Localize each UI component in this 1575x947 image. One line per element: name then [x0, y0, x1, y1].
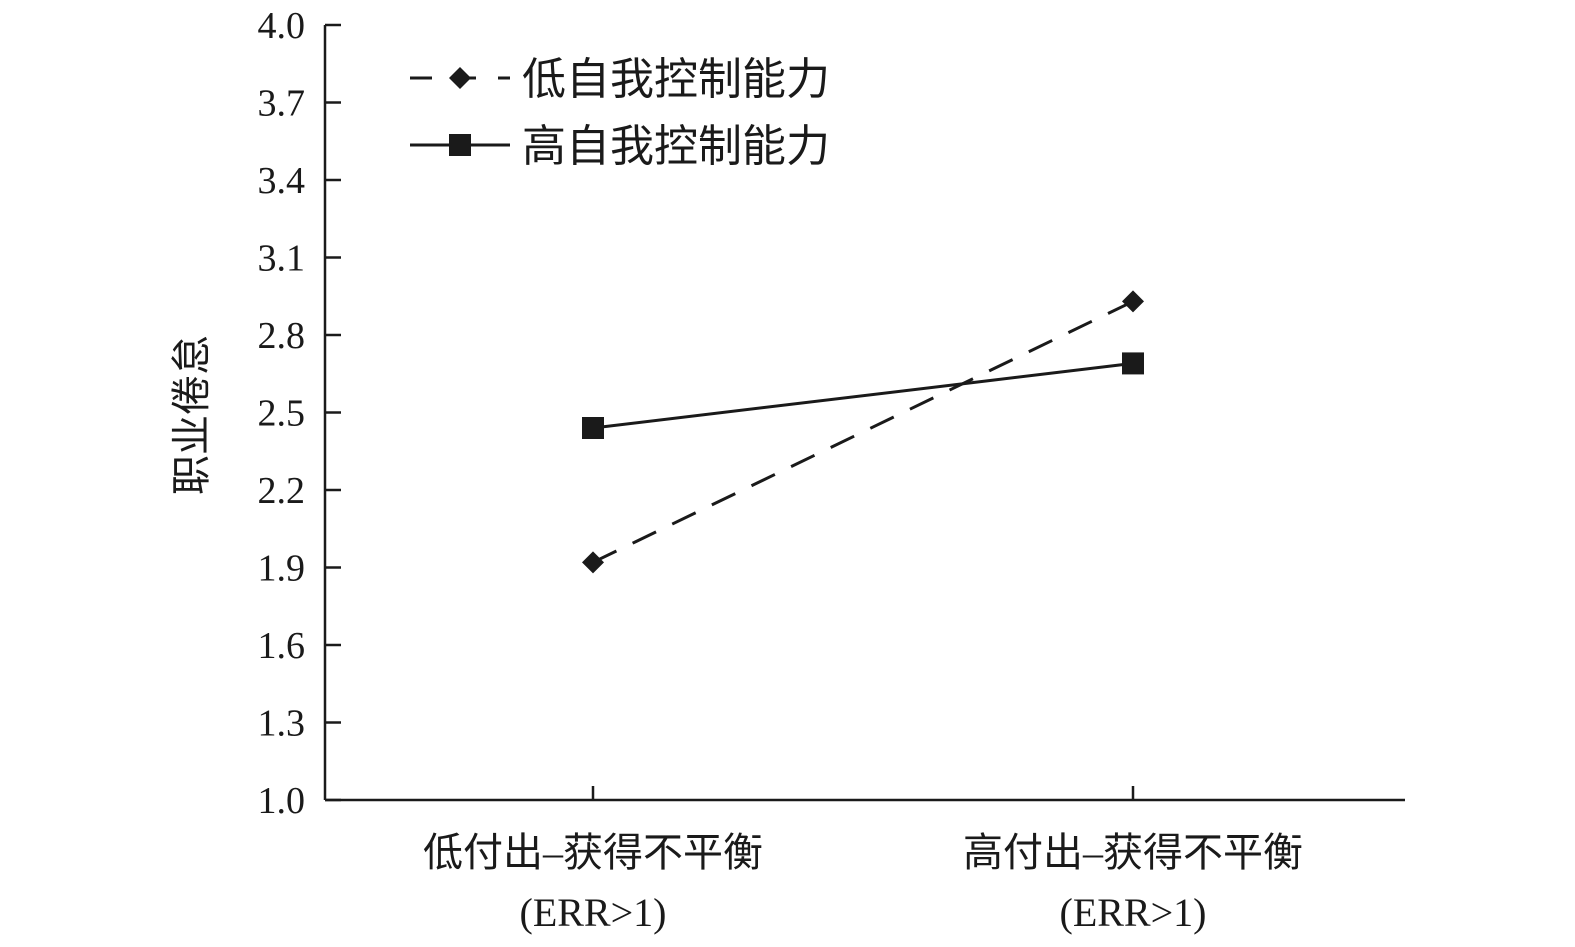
y-tick-label: 2.5 — [258, 393, 306, 435]
data-point-square — [582, 417, 604, 439]
series-markers — [582, 290, 1144, 574]
series-line-high — [592, 361, 1134, 430]
legend-swatch-marker — [449, 67, 471, 89]
data-point-square — [1122, 352, 1144, 375]
y-tick-label: 4.0 — [258, 5, 306, 47]
y-tick-label: 3.7 — [258, 83, 306, 125]
x-categories: 低付出–获得不平衡 (ERR>1) 高付出–获得不平衡 (ERR>1) — [423, 786, 1303, 935]
x-category-label: 高付出–获得不平衡 — [963, 830, 1303, 875]
series-line-low — [592, 300, 1134, 564]
y-axis-label: 职业倦怠 — [169, 335, 214, 495]
y-tick-label: 1.6 — [258, 625, 306, 667]
y-tick-label: 3.4 — [258, 160, 306, 202]
y-tick-label: 1.9 — [258, 548, 306, 590]
legend-label: 低自我控制能力 — [522, 55, 830, 104]
y-tick-label: 3.1 — [258, 238, 306, 280]
data-point-diamond — [582, 551, 604, 574]
series-lines — [592, 300, 1134, 564]
legend-swatch-marker — [449, 134, 471, 156]
legend-label: 高自我控制能力 — [522, 122, 830, 171]
x-category-label: 低付出–获得不平衡 — [423, 830, 763, 875]
y-tick-label: 2.2 — [258, 470, 306, 512]
y-tick-label: 1.3 — [258, 703, 306, 745]
x-category-sublabel: (ERR>1) — [1060, 890, 1207, 935]
y-ticks: 1.0 1.3 1.6 1.9 2.2 2.5 2.8 3.1 3.4 3.7 4.0 — [258, 5, 341, 822]
data-point-diamond — [1122, 290, 1144, 313]
x-category-sublabel: (ERR>1) — [520, 890, 667, 935]
y-tick-label: 2.8 — [258, 315, 306, 357]
y-tick-label: 1.0 — [258, 780, 306, 822]
